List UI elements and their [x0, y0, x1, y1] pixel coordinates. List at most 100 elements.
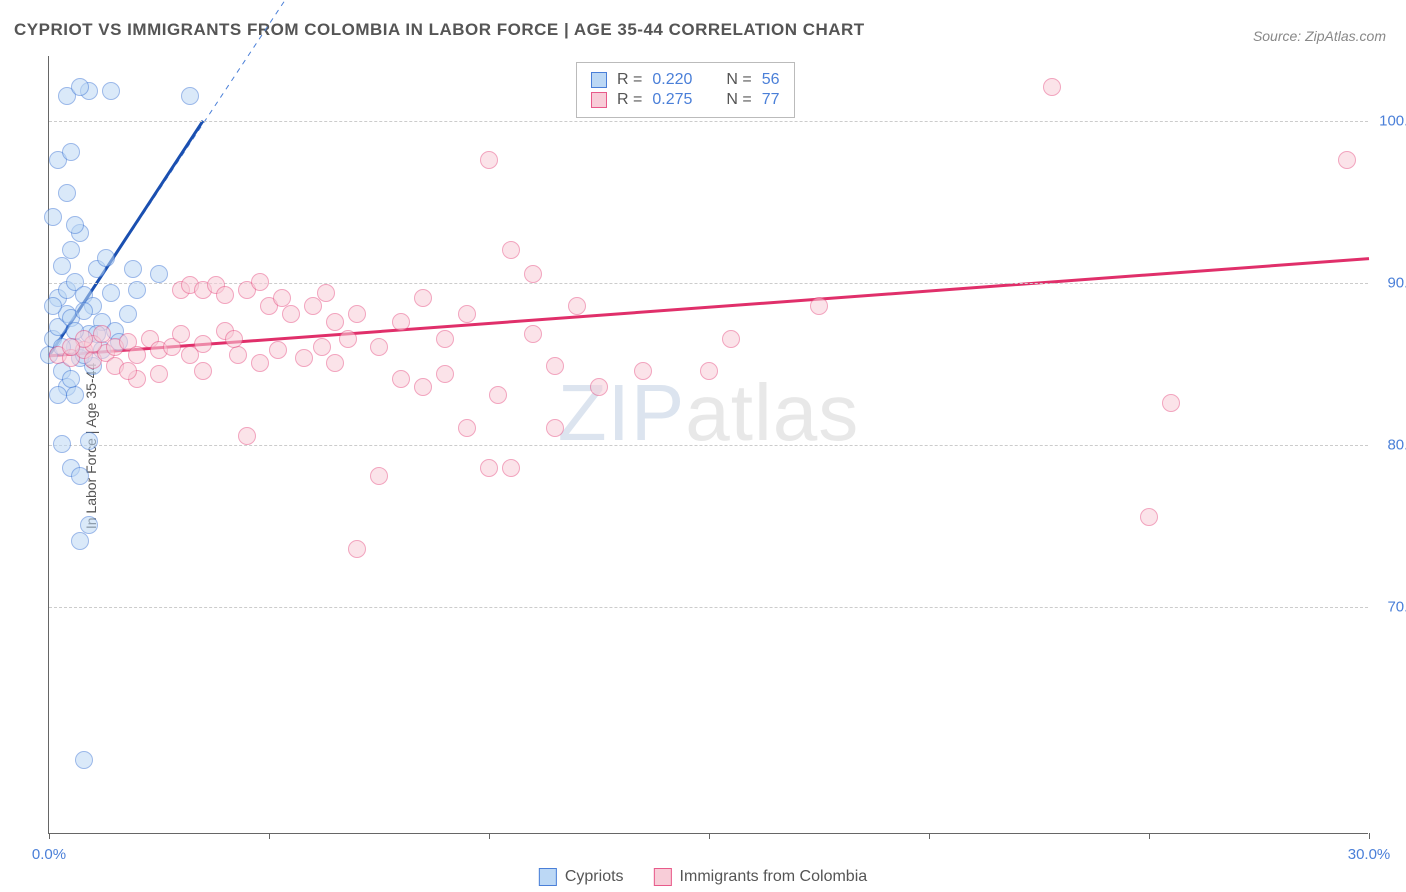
scatter-point [71, 78, 89, 96]
scatter-point [722, 330, 740, 348]
legend-r-value: 0.275 [652, 91, 692, 109]
x-tick [1149, 833, 1150, 839]
scatter-point [49, 386, 67, 404]
scatter-point [150, 265, 168, 283]
x-tick [269, 833, 270, 839]
scatter-point [590, 378, 608, 396]
plot-area: ZIPatlas 70.0%80.0%90.0%100.0%0.0%30.0% [48, 56, 1368, 834]
scatter-point [436, 330, 454, 348]
scatter-point [44, 297, 62, 315]
scatter-point [71, 532, 89, 550]
scatter-point [128, 281, 146, 299]
scatter-point [102, 284, 120, 302]
legend-n-value: 77 [762, 91, 780, 109]
scatter-point [370, 338, 388, 356]
trend-line [49, 259, 1369, 356]
scatter-point [1162, 394, 1180, 412]
scatter-point [75, 751, 93, 769]
y-tick-label: 100.0% [1379, 112, 1406, 129]
y-tick-label: 90.0% [1387, 274, 1406, 291]
scatter-point [273, 289, 291, 307]
series-legend: Cypriots Immigrants from Colombia [539, 868, 867, 886]
legend-row: R =0.275N =77 [591, 91, 780, 109]
scatter-point [62, 338, 80, 356]
x-tick-label: 30.0% [1348, 846, 1391, 863]
source-label: Source: ZipAtlas.com [1253, 28, 1386, 44]
scatter-point [128, 346, 146, 364]
scatter-point [502, 241, 520, 259]
scatter-point [1338, 151, 1356, 169]
gridline-h [49, 445, 1368, 446]
legend-r-value: 0.220 [652, 71, 692, 89]
legend-swatch [591, 72, 607, 88]
scatter-point [810, 297, 828, 315]
legend-item: Immigrants from Colombia [654, 868, 868, 886]
scatter-point [370, 467, 388, 485]
scatter-point [80, 432, 98, 450]
legend-swatch [654, 868, 672, 886]
scatter-point [62, 143, 80, 161]
scatter-point [282, 305, 300, 323]
scatter-point [119, 362, 137, 380]
legend-item: Cypriots [539, 868, 624, 886]
y-tick-label: 80.0% [1387, 437, 1406, 454]
scatter-point [436, 365, 454, 383]
scatter-point [339, 330, 357, 348]
x-tick [49, 833, 50, 839]
scatter-point [480, 459, 498, 477]
scatter-point [326, 354, 344, 372]
legend-label: Cypriots [565, 868, 624, 886]
scatter-point [75, 302, 93, 320]
scatter-point [124, 260, 142, 278]
scatter-point [700, 362, 718, 380]
gridline-h [49, 121, 1368, 122]
scatter-point [172, 325, 190, 343]
scatter-point [348, 540, 366, 558]
x-tick [1369, 833, 1370, 839]
scatter-point [150, 365, 168, 383]
scatter-point [251, 273, 269, 291]
chart-container: CYPRIOT VS IMMIGRANTS FROM COLOMBIA IN L… [0, 0, 1406, 892]
scatter-point [66, 386, 84, 404]
scatter-point [414, 378, 432, 396]
scatter-point [313, 338, 331, 356]
scatter-point [392, 370, 410, 388]
scatter-point [53, 435, 71, 453]
scatter-point [524, 325, 542, 343]
scatter-point [1043, 78, 1061, 96]
x-tick-label: 0.0% [32, 846, 66, 863]
scatter-point [1140, 508, 1158, 526]
scatter-point [44, 208, 62, 226]
legend-row: R = 0.220 N = 56 [591, 71, 780, 89]
scatter-point [317, 284, 335, 302]
scatter-point [62, 241, 80, 259]
scatter-point [93, 325, 111, 343]
scatter-point [458, 419, 476, 437]
y-tick-label: 70.0% [1387, 599, 1406, 616]
scatter-point [269, 341, 287, 359]
x-tick [489, 833, 490, 839]
scatter-point [80, 516, 98, 534]
scatter-point [66, 216, 84, 234]
legend-label: Immigrants from Colombia [680, 868, 868, 886]
legend-swatch [539, 868, 557, 886]
scatter-point [489, 386, 507, 404]
scatter-point [251, 354, 269, 372]
legend-n-value: 56 [762, 71, 780, 89]
legend-swatch [591, 92, 607, 108]
scatter-point [634, 362, 652, 380]
scatter-point [194, 362, 212, 380]
scatter-point [414, 289, 432, 307]
scatter-point [225, 330, 243, 348]
scatter-point [238, 427, 256, 445]
x-tick [929, 833, 930, 839]
legend-r-label: R = [617, 71, 642, 89]
legend-n-label: N = [726, 71, 751, 89]
scatter-point [524, 265, 542, 283]
scatter-point [194, 335, 212, 353]
scatter-point [58, 184, 76, 202]
scatter-point [71, 467, 89, 485]
scatter-point [102, 82, 120, 100]
scatter-point [546, 357, 564, 375]
scatter-point [53, 257, 71, 275]
